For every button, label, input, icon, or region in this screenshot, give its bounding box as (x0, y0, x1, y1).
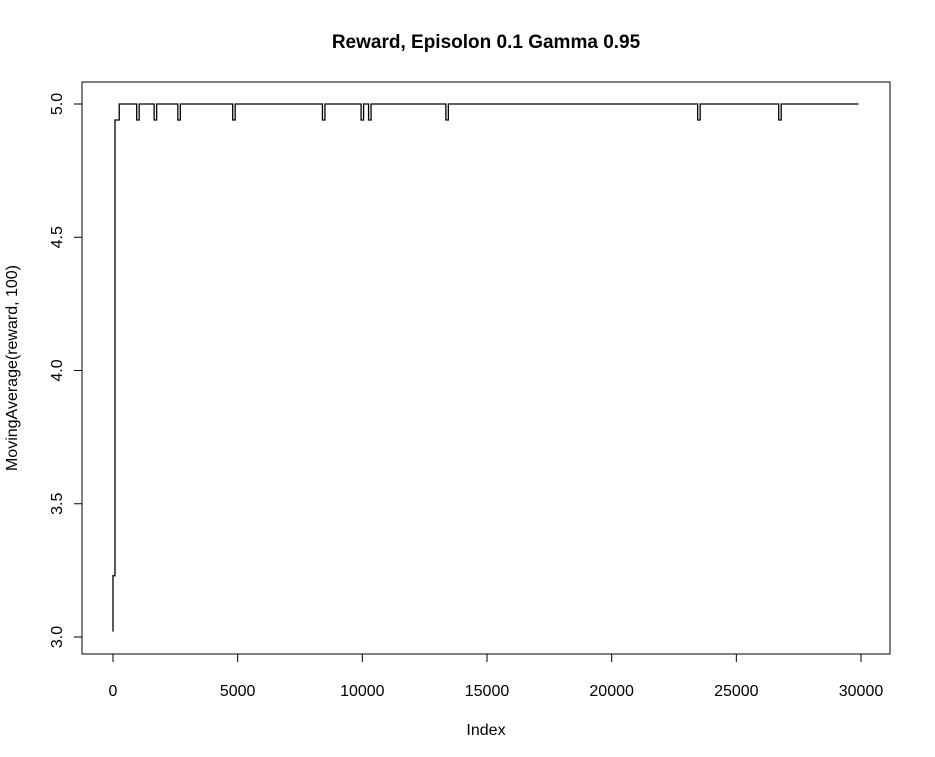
x-tick-label: 5000 (220, 683, 256, 700)
y-tick-label: 3.0 (49, 626, 66, 648)
y-axis: 3.0 3.5 4.0 4.5 5.0 (49, 93, 83, 648)
y-tick-label: 3.5 (49, 493, 66, 515)
plot-frame (81, 81, 891, 655)
x-tick-label: 10000 (340, 683, 385, 700)
x-axis-label: Index (466, 722, 505, 739)
x-tick-label: 0 (109, 683, 118, 700)
x-tick-label: 20000 (589, 683, 634, 700)
y-tick-label: 4.5 (49, 226, 66, 248)
y-axis-label: MovingAverage(reward, 100) (4, 265, 21, 471)
x-tick-label: 30000 (839, 683, 884, 700)
y-tick-label: 4.0 (49, 359, 66, 381)
series-line (112, 103, 859, 632)
y-tick-label: 5.0 (49, 93, 66, 115)
chart-title: Reward, Episolon 0.1 Gamma 0.95 (332, 32, 641, 53)
x-tick-label: 15000 (465, 683, 510, 700)
x-tick-label: 25000 (714, 683, 759, 700)
x-axis: 0 5000 10000 15000 20000 25000 30000 (109, 653, 884, 700)
